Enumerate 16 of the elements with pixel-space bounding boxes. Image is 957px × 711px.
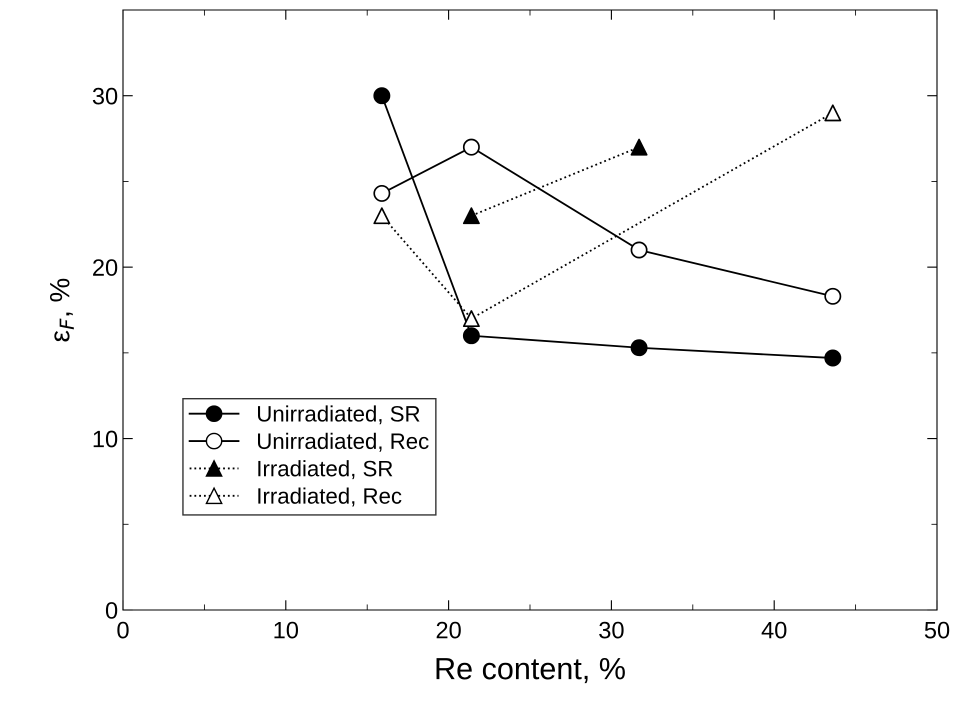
x-tick-label: 20 bbox=[436, 622, 461, 638]
x-tick-label: 40 bbox=[762, 622, 786, 638]
x-tick-label: 30 bbox=[599, 622, 624, 638]
legend-label: Irradiated, SR bbox=[258, 460, 392, 480]
legend-label: Unirradiated, SR bbox=[258, 405, 420, 424]
legend-label: Unirradiated, Rec bbox=[258, 432, 429, 452]
y-tick-label: 30 bbox=[92, 88, 118, 104]
x-tick-label: 0 bbox=[117, 622, 129, 638]
y-axis-title: ε$_{F}$, % bbox=[50, 278, 74, 342]
x-axis-title: Re content, % bbox=[436, 658, 625, 684]
x-tick-label: 50 bbox=[924, 622, 950, 638]
x-tick-label: 10 bbox=[274, 622, 298, 638]
y-tick-label: 0 bbox=[106, 602, 118, 619]
y-tick-label: 20 bbox=[93, 259, 118, 276]
y-tick-label: 10 bbox=[94, 430, 118, 448]
legend-label: Irradiated, Rec bbox=[258, 488, 402, 506]
